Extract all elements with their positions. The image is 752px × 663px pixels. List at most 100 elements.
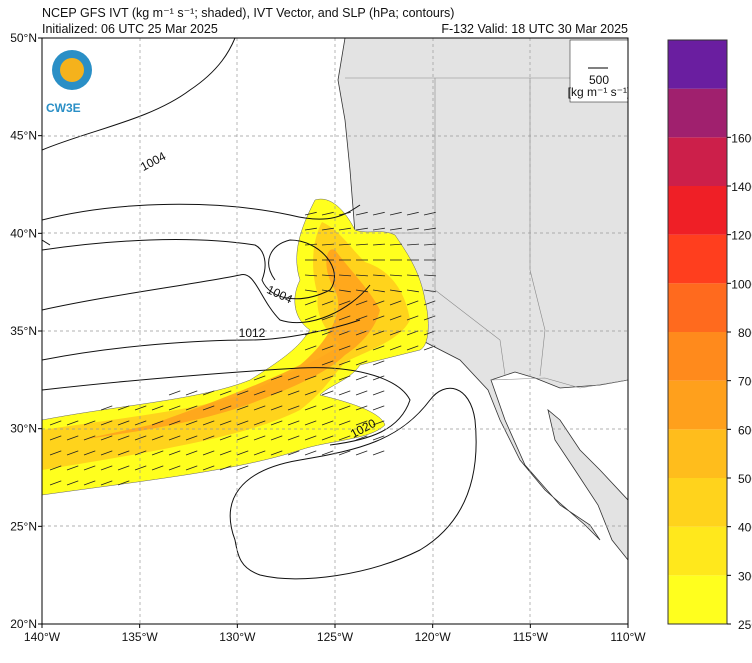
- ivt-vector: [389, 243, 402, 246]
- ivt-vector: [219, 420, 232, 426]
- ivt-vector: [372, 345, 385, 351]
- ivt-vector: [253, 390, 266, 396]
- init-time: Initialized: 06 UTC 25 Mar 2025: [42, 22, 218, 36]
- ivt-vector: [355, 360, 368, 366]
- ivt-vector: [117, 480, 130, 486]
- ivt-vector: [372, 360, 385, 366]
- ivt-vector: [168, 390, 181, 396]
- colorbar-band: [668, 40, 727, 89]
- ivt-vector: [423, 211, 436, 216]
- ivt-vector: [270, 405, 283, 411]
- ivt-vector: [219, 390, 232, 396]
- colorbar-band: [668, 526, 727, 576]
- ivt-vector: [202, 420, 215, 426]
- ivt-vector: [304, 375, 317, 381]
- ivt-vector: [355, 390, 368, 396]
- ivt-vector: [372, 405, 385, 411]
- colorbar-label: 1200: [731, 229, 752, 243]
- ivt-vector: [134, 450, 147, 456]
- ivt-vector: [321, 274, 334, 277]
- ivt-vector: [151, 420, 164, 426]
- ivt-vector: [355, 345, 368, 351]
- ivt-vector: [253, 405, 266, 411]
- ivt-vector: [389, 274, 402, 277]
- ivt-vector: [372, 289, 385, 293]
- ivt-vector: [100, 465, 113, 471]
- ivt-vector: [168, 465, 181, 471]
- colorbar-label: 300: [738, 569, 752, 583]
- lat-label: 35°N: [10, 324, 37, 338]
- valid-time: F-132 Valid: 18 UTC 30 Mar 2025: [441, 22, 628, 36]
- ivt-vector: [355, 211, 368, 216]
- ivt-vector: [202, 390, 215, 396]
- ivt-vector: [100, 405, 113, 411]
- ivt-vector: [100, 435, 113, 441]
- ivt-vector: [236, 435, 249, 441]
- ivt-vector: [117, 420, 130, 426]
- ivt-vector: [168, 405, 181, 411]
- title: NCEP GFS IVT (kg m⁻¹ s⁻¹; shaded), IVT V…: [42, 6, 454, 20]
- lon-label: 110°W: [610, 630, 646, 644]
- ivt-vector: [406, 289, 419, 293]
- ivt-vector: [338, 211, 351, 216]
- ivt-vector: [423, 227, 436, 231]
- ivt-vector: [423, 274, 436, 277]
- ivt-vector: [253, 420, 266, 426]
- ivt-vector: [389, 315, 402, 321]
- ivt-vector: [389, 211, 402, 216]
- colorbar-label: 400: [738, 521, 752, 535]
- ivt-vector: [236, 420, 249, 426]
- ivt-vector: [100, 450, 113, 456]
- ivt-vector: [219, 465, 232, 471]
- ivt-vector: [423, 243, 436, 246]
- ivt-vector: [406, 345, 419, 351]
- ivt-vector: [355, 375, 368, 381]
- ivt-vector: [202, 450, 215, 456]
- ivt-vector: [236, 390, 249, 396]
- lon-label: 135°W: [122, 630, 159, 644]
- ivt-vector: [185, 435, 198, 441]
- ivt-vector: [219, 435, 232, 441]
- ivt-vector: [338, 345, 351, 351]
- ivt-vector: [372, 274, 385, 277]
- ivt-vector: [304, 211, 317, 216]
- ivt-vectors: [49, 211, 436, 486]
- colorbar-band: [668, 88, 727, 138]
- logo-icon-inner: [60, 58, 84, 82]
- ivt-vector: [287, 390, 300, 396]
- ivt-vector: [338, 289, 351, 293]
- ivt-vector: [423, 300, 436, 306]
- map-area: 1004 1004 1012 1020 500 [kg m⁻¹ s⁻¹] CW3…: [42, 38, 631, 624]
- ivt-vector: [134, 465, 147, 471]
- colorbar: 250 300 400 500 600 700 800 1000 1200 1400 1600: [667, 39, 752, 632]
- ivt-vector: [321, 405, 334, 411]
- colorbar-band: [668, 234, 727, 284]
- ivt-vector: [304, 300, 317, 306]
- ivt-vector: [321, 300, 334, 306]
- ivt-vector: [321, 227, 334, 231]
- ivt-vector: [304, 330, 317, 336]
- ivt-vector: [304, 435, 317, 441]
- colorbar-label: 800: [738, 326, 752, 340]
- ivt-vector: [372, 450, 385, 456]
- ivt-vector: [270, 450, 283, 456]
- ivt-vector: [83, 465, 96, 471]
- ivt-vector: [168, 435, 181, 441]
- lat-label: 30°N: [10, 422, 37, 436]
- vector-legend-unit: [kg m⁻¹ s⁻¹]: [568, 85, 631, 99]
- lat-label: 25°N: [10, 519, 37, 533]
- ivt-vector: [287, 405, 300, 411]
- ivt-vector: [355, 330, 368, 336]
- ivt-vector: [423, 315, 436, 321]
- ivt-vector: [287, 435, 300, 441]
- ivt-vector: [117, 450, 130, 456]
- ivt-vector: [338, 450, 351, 456]
- lon-label: 115°W: [513, 630, 549, 644]
- ivt-vector: [338, 227, 351, 231]
- ivt-vector: [287, 420, 300, 426]
- colorbar-label: 600: [738, 423, 752, 437]
- ivt-vector: [270, 390, 283, 396]
- ivt-vector: [389, 289, 402, 293]
